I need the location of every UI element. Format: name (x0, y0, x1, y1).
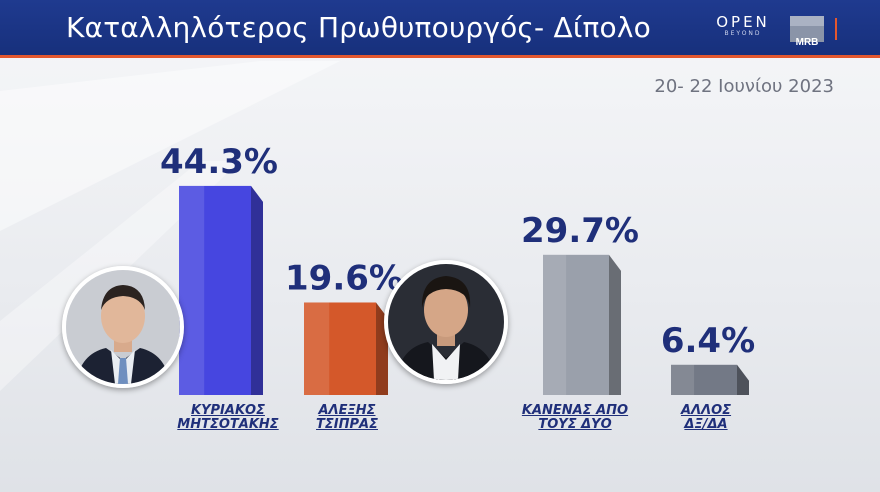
category-label-line: ΚΥΡΙΑΚΟΣ (191, 403, 265, 418)
portrait-tsipras-icon (384, 260, 508, 384)
value-label-4: 6.4% (661, 321, 755, 361)
bar-1 (179, 185, 263, 395)
bar-front-3 (543, 254, 609, 395)
category-label-line: ΔΞ/ΔΑ (684, 417, 728, 432)
category-label-line: ΚΑΝΕΝΑΣ ΑΠΟ (521, 403, 629, 418)
survey-date: 20- 22 Ιουνίου 2023 (654, 76, 834, 97)
category-label-2: ΑΛΕΞΗΣ ΤΣΙΠΡΑΣ (257, 404, 437, 432)
bar-front-4 (671, 364, 737, 395)
bar-front-1 (179, 185, 251, 395)
bar-4 (671, 364, 749, 395)
category-label-line: ΤΣΙΠΡΑΣ (316, 417, 378, 432)
bar-side-1 (251, 185, 263, 395)
page-title: Καταλληλότερος Πρωθυπουργός- Δίπολο (66, 11, 651, 44)
category-label-1: ΚΥΡΙΑΚΟΣ ΜΗΤΣΟΤΑΚΗΣ (138, 404, 318, 432)
bar-highlight-2 (304, 302, 330, 395)
logo-divider (835, 18, 837, 40)
value-label-1: 44.3% (160, 142, 278, 182)
open-logo-subtext: BEYOND (724, 30, 762, 37)
category-label-line: ΑΛΛΟΣ (680, 403, 732, 418)
category-label-4: ΑΛΛΟΣ ΔΞ/ΔΑ (616, 404, 796, 432)
category-label-line: ΑΛΕΞΗΣ (318, 403, 376, 418)
bar-highlight-4 (671, 364, 695, 395)
category-label-line: ΜΗΤΣΟΤΑΚΗΣ (177, 417, 279, 432)
mrb-logo: MRB (790, 16, 824, 48)
bar-highlight-1 (179, 185, 205, 395)
bar-front-2 (304, 302, 376, 395)
category-label-line: ΤΟΥΣ ΔΥΟ (538, 417, 612, 432)
value-label-2: 19.6% (285, 258, 403, 298)
bar-highlight-3 (543, 254, 567, 395)
category-label-3: ΚΑΝΕΝΑΣ ΑΠΟ ΤΟΥΣ ΔΥΟ (485, 404, 665, 432)
bar-side-3 (609, 254, 621, 395)
open-logo-text: OPEN (716, 13, 770, 31)
value-label-3: 29.7% (521, 211, 639, 251)
bar-side-4 (737, 364, 749, 395)
bar-3 (543, 254, 621, 395)
header-bar: Καταλληλότερος Πρωθυπουργός- Δίπολο OPEN… (0, 0, 880, 58)
open-beyond-logo: OPEN BEYOND (712, 14, 774, 37)
portrait-mitsotakis-icon (62, 266, 184, 388)
bar-2 (304, 302, 388, 395)
